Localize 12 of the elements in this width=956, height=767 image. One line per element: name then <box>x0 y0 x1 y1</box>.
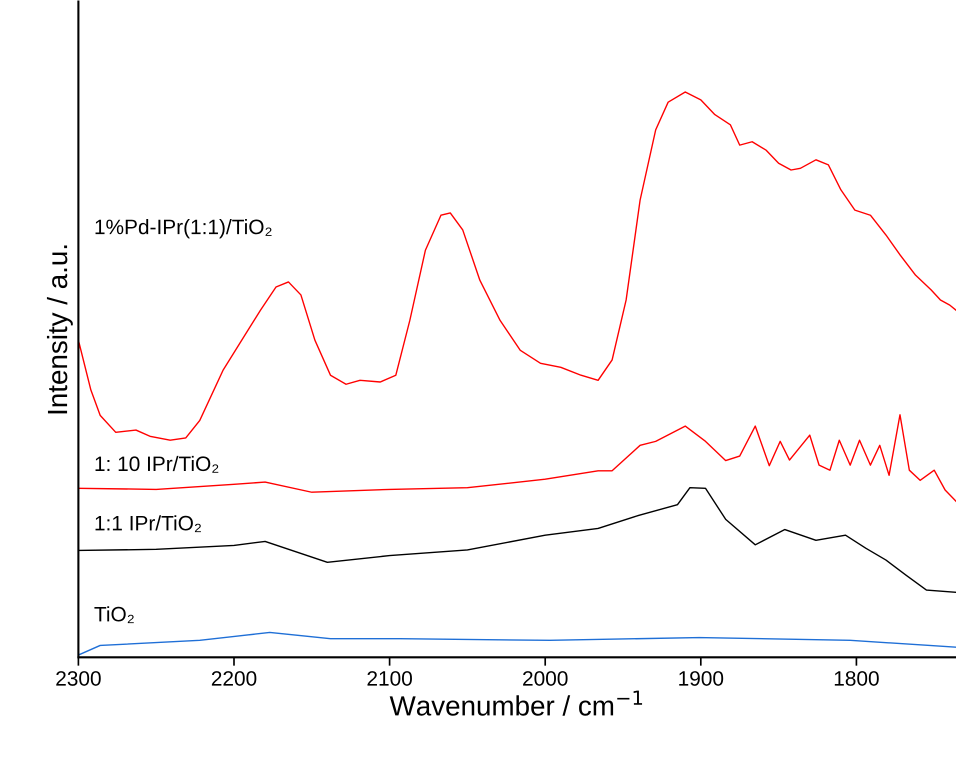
x-tick-label: 2100 <box>367 671 412 686</box>
x-tick-label: 2300 <box>56 671 101 686</box>
x-tick-label: 1900 <box>679 671 724 686</box>
series-label: 1: 10 IPr/TiO₂ <box>96 456 218 473</box>
x-tick-label: 1800 <box>834 671 879 686</box>
x-axis-title: Wavenumber / cm$^{−1}$ <box>390 690 642 716</box>
series-label: 1:1 IPr/TiO₂ <box>96 515 201 532</box>
x-tick-label: 2200 <box>212 671 256 686</box>
x-tick-label: 2000 <box>523 671 568 686</box>
series-label: TiO₂ <box>94 606 134 624</box>
y-axis-title: Intensity / a.u. <box>46 245 73 414</box>
text: 1%Pd-IPr(1:1)/TiO₂ <box>96 218 272 238</box>
